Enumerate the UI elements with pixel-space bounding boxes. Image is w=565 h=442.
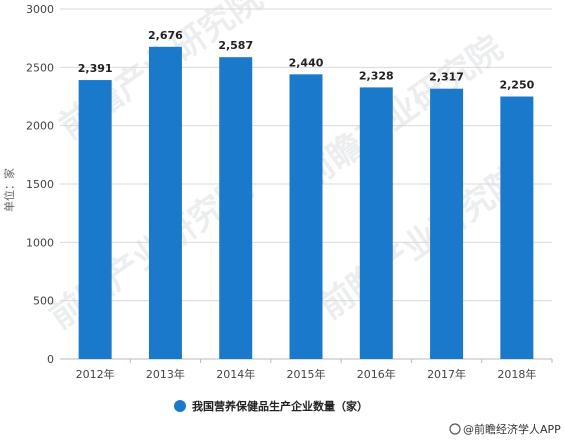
data-labels: 2,391 2,676 2,587 2,440 2,328 2,317 2,250 [78,29,535,92]
footer-attribution: @前瞻经济学人APP [449,422,561,436]
data-label: 2,676 [148,29,183,42]
legend-label: 我国营养保健品生产企业数量（家） [192,399,368,413]
x-tick-label: 2016年 [357,367,396,381]
y-tick-label: 0 [47,353,54,366]
attribution-icon [449,423,461,435]
y-tick-label: 500 [33,295,54,308]
x-tick-label: 2017年 [427,367,466,381]
bar [430,88,464,359]
y-tick-label: 3000 [26,3,54,16]
x-tick-label: 2018年 [497,367,536,381]
y-axis-label: 单位：家 [2,168,16,212]
legend-swatch [174,400,186,412]
bar [359,87,393,360]
bar [78,80,112,360]
bar [500,96,534,359]
y-tick-label: 2500 [26,61,54,74]
data-label: 2,440 [289,56,324,69]
legend: 我国营养保健品生产企业数量（家） [174,399,368,413]
y-axis-ticks: 0 500 1000 1500 2000 2500 3000 [26,3,54,366]
y-tick-label: 1500 [26,178,54,191]
x-tick-label: 2012年 [76,367,115,381]
data-label: 2,328 [359,69,394,82]
watermark-text: 前瞻产业研究院 [292,28,510,197]
x-tick-label: 2013年 [146,367,185,381]
data-label: 2,587 [218,39,253,52]
x-tick-label: 2015年 [287,367,326,381]
bar [148,46,182,360]
bar [219,57,253,359]
attribution-text: @前瞻经济学人APP [463,422,561,436]
data-label: 2,250 [499,79,534,92]
data-label: 2,391 [78,62,113,75]
bar [289,74,323,359]
x-tick-label: 2014年 [216,367,255,381]
y-tick-label: 1000 [26,236,54,249]
bars [78,46,534,360]
x-axis-ticks: 2012年 2013年 2014年 2015年 2016年 2017年 2018年 [76,359,553,381]
data-label: 2,317 [429,71,464,84]
y-tick-label: 2000 [26,120,54,133]
